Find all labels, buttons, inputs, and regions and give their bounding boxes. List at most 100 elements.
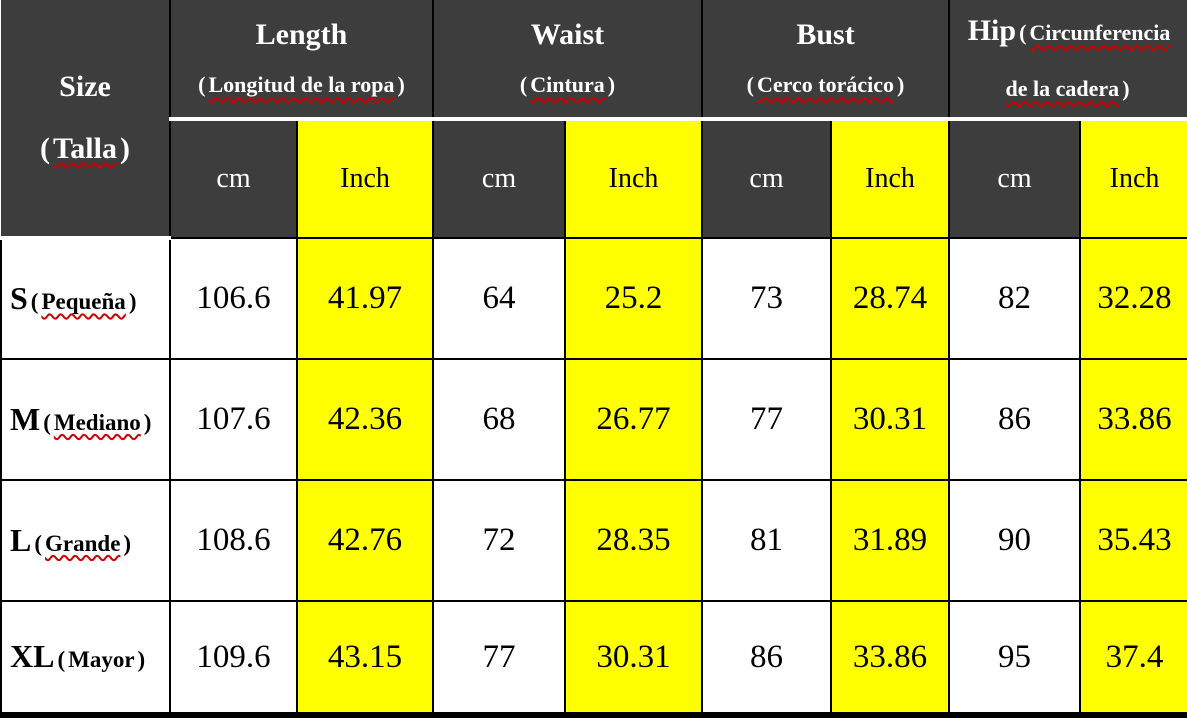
paren-open: ( [30,289,39,314]
size-code: M [10,400,41,437]
size-header-translation-text: Talla [53,132,117,165]
value-cell: 42.36 [295,358,435,481]
group-header-length: Length (Longitud de la ropa) [168,0,435,121]
value-cell: 108.6 [169,479,298,602]
paren-close: ) [137,647,146,672]
paren-close: ) [128,289,137,314]
paren-open: ( [34,530,43,556]
table-row: M(Mediano) 107.6 42.36 68 26.77 77 30.31… [0,358,1187,481]
value-cell: 28.35 [564,479,704,602]
group-translation: (Cerco torácico) [703,61,948,109]
size-code: XL [10,638,55,674]
paren-open: ( [1019,19,1027,45]
value-cell: 77 [701,358,833,481]
size-translation-text: Grande [45,530,121,556]
size-header-translation: (Talla) [1,118,169,180]
group-title: Hip [967,13,1017,47]
unit-header-inch: Inch [295,119,435,239]
paren-close: ) [1122,75,1130,101]
group-title: Length [255,17,348,51]
table-row: XL(Mayor) 109.6 43.15 77 30.31 86 33.86 … [0,600,1187,718]
value-cell: 82 [948,237,1082,360]
group-translation-text: Cintura [530,71,605,97]
value-cell: 72 [432,479,567,602]
group-translation: (Longitud de la ropa) [171,61,432,109]
unit-header-inch: Inch [1079,119,1187,239]
paren-open: ( [519,71,528,97]
value-cell: 95 [948,600,1082,718]
value-cell: 86 [948,358,1082,481]
unit-header-cm: cm [169,119,298,239]
paren-close: ) [119,132,130,165]
paren-open: ( [43,409,51,435]
size-translation: (Pequeña) [28,289,140,314]
value-cell: 33.86 [1079,358,1187,481]
size-code: L [10,521,32,558]
value-cell: 77 [432,600,567,718]
value-cell: 109.6 [169,600,298,718]
table-row: S(Pequeña) 106.6 41.97 64 25.2 73 28.74 … [0,237,1187,360]
value-cell: 107.6 [169,358,298,481]
paren-close: ) [123,530,132,556]
value-cell: 42.76 [295,479,435,602]
group-translation-text: Longitud de la ropa [208,71,395,97]
size-header-title: Size [59,70,111,103]
value-cell: 32.28 [1079,237,1187,360]
row-label-cell: M(Mediano) [0,358,171,481]
value-cell: 26.77 [564,358,704,481]
size-translation: (Mayor) [54,647,148,672]
unit-header-inch: Inch [564,119,704,239]
size-translation-text: Mayor [68,647,135,672]
value-cell: 86 [701,600,833,718]
row-label-cell: XL(Mayor) [0,600,171,718]
size-translation: (Mediano) [40,410,154,435]
paren-open: ( [198,71,206,97]
size-translation-text: Pequeña [41,289,126,314]
group-header-waist: Waist (Cintura) [432,0,704,121]
value-cell: 64 [432,237,567,360]
value-cell: 31.89 [830,479,951,602]
paren-close: ) [397,71,405,97]
value-cell: 73 [701,237,833,360]
row-label-cell: L(Grande) [0,479,171,602]
group-translation: (Cintura) [434,61,701,109]
row-label-cell: S(Pequeña) [0,237,171,360]
unit-header-cm: cm [948,119,1082,239]
value-cell: 33.86 [830,600,951,718]
paren-open: ( [57,647,66,672]
size-translation-text: Mediano [53,409,141,435]
paren-close: ) [897,71,905,97]
group-translation-text: Circunferencia de la cadera [1005,19,1171,101]
paren-close: ) [607,71,616,97]
paren-open: ( [746,71,754,97]
value-cell: 30.31 [830,358,951,481]
value-cell: 90 [948,479,1082,602]
group-title: Waist [530,17,605,51]
paren-close: ) [143,409,152,435]
value-cell: 43.15 [295,600,435,718]
unit-header-row: cm Inch cm Inch cm Inch cm Inch [1,119,1187,239]
unit-header-cm: cm [701,119,833,239]
group-header-hip: Hip(Circunferencia de la cadera) [948,0,1187,121]
value-cell: 106.6 [169,237,298,360]
value-cell: 37.4 [1079,600,1187,718]
unit-header-cm: cm [432,119,567,239]
group-header-row: Size (Talla) Length (Longitud de la ropa… [1,0,1187,240]
value-cell: 41.97 [295,237,435,360]
value-cell: 28.74 [830,237,951,360]
size-translation: (Grande) [31,531,134,556]
value-cell: 81 [701,479,833,602]
size-column-header: Size (Talla) [1,0,171,240]
size-code: S [10,280,28,316]
group-translation-text: Cerco torácico [757,71,895,97]
unit-header-inch: Inch [830,119,951,239]
value-cell: 68 [432,358,567,481]
value-cell: 30.31 [564,600,704,718]
table-row: L(Grande) 108.6 42.76 72 28.35 81 31.89 … [0,479,1187,602]
group-header-bust: Bust (Cerco torácico) [701,0,951,121]
value-cell: 35.43 [1079,479,1187,602]
value-cell: 25.2 [564,237,704,360]
group-title: Bust [796,17,855,51]
